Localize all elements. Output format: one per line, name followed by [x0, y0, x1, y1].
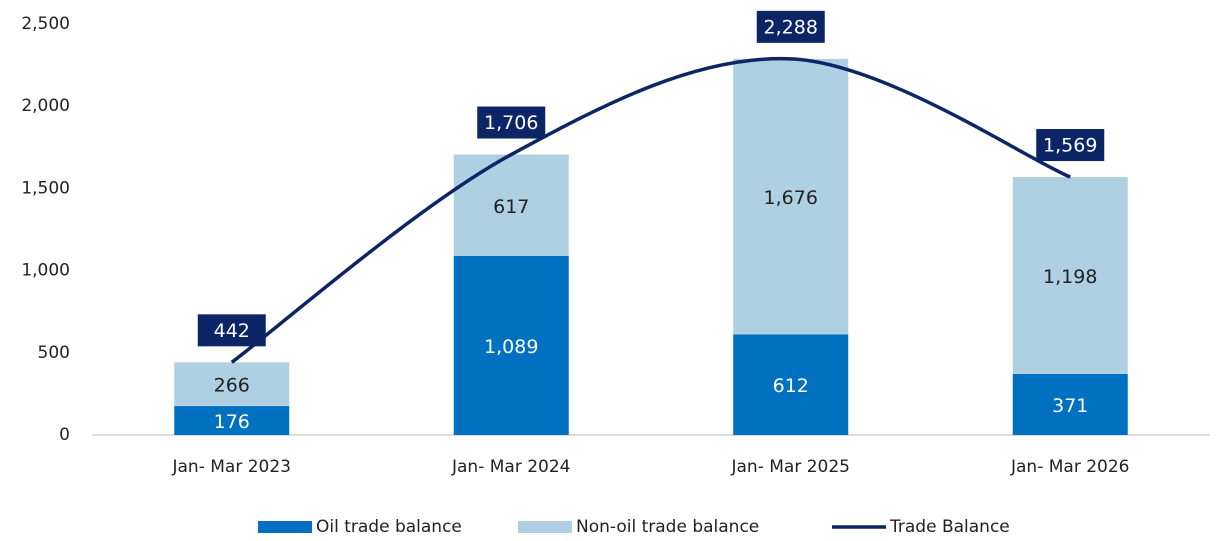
y-tick-label: 2,500 — [21, 14, 70, 34]
bar-label: 176 — [214, 411, 250, 433]
legend-swatch — [258, 521, 312, 533]
line-label: 2,288 — [764, 16, 818, 38]
bar-label: 1,676 — [764, 187, 818, 209]
bar-label: 1,198 — [1043, 266, 1097, 288]
y-tick-label: 1,500 — [21, 178, 70, 198]
line-label: 442 — [214, 320, 250, 342]
bar — [174, 362, 290, 407]
label-box — [1036, 129, 1105, 162]
legend-label: Non-oil trade balance — [576, 517, 759, 537]
bar — [453, 154, 569, 256]
y-tick-label: 500 — [38, 343, 70, 363]
bar-label: 612 — [773, 375, 809, 397]
bar — [733, 58, 849, 335]
bar — [1012, 374, 1128, 435]
bar-label: 617 — [493, 196, 529, 218]
y-tick-label: 1,000 — [21, 261, 70, 281]
x-tick-label: Jan- Mar 2023 — [172, 457, 292, 477]
x-tick-label: Jan- Mar 2025 — [731, 457, 851, 477]
bar-label: 1,089 — [484, 336, 538, 358]
y-tick-label: 0 — [59, 425, 70, 445]
bar — [1012, 177, 1128, 375]
trade-line — [230, 56, 1071, 364]
line-label: 1,569 — [1043, 135, 1097, 157]
label-box — [197, 314, 266, 347]
label-box — [477, 106, 546, 139]
legend-swatch — [518, 521, 572, 533]
bar — [174, 406, 290, 435]
bar-label: 266 — [214, 375, 250, 397]
x-tick-label: Jan- Mar 2024 — [451, 457, 571, 477]
bar — [733, 334, 849, 435]
x-tick-label: Jan- Mar 2026 — [1010, 457, 1130, 477]
bar-label: 371 — [1052, 395, 1088, 417]
legend-label: Trade Balance — [889, 517, 1010, 537]
legend-label: Oil trade balance — [316, 517, 462, 537]
label-box — [756, 10, 825, 43]
bar — [453, 255, 569, 435]
line-label: 1,706 — [484, 112, 538, 134]
y-tick-label: 2,000 — [21, 96, 70, 116]
